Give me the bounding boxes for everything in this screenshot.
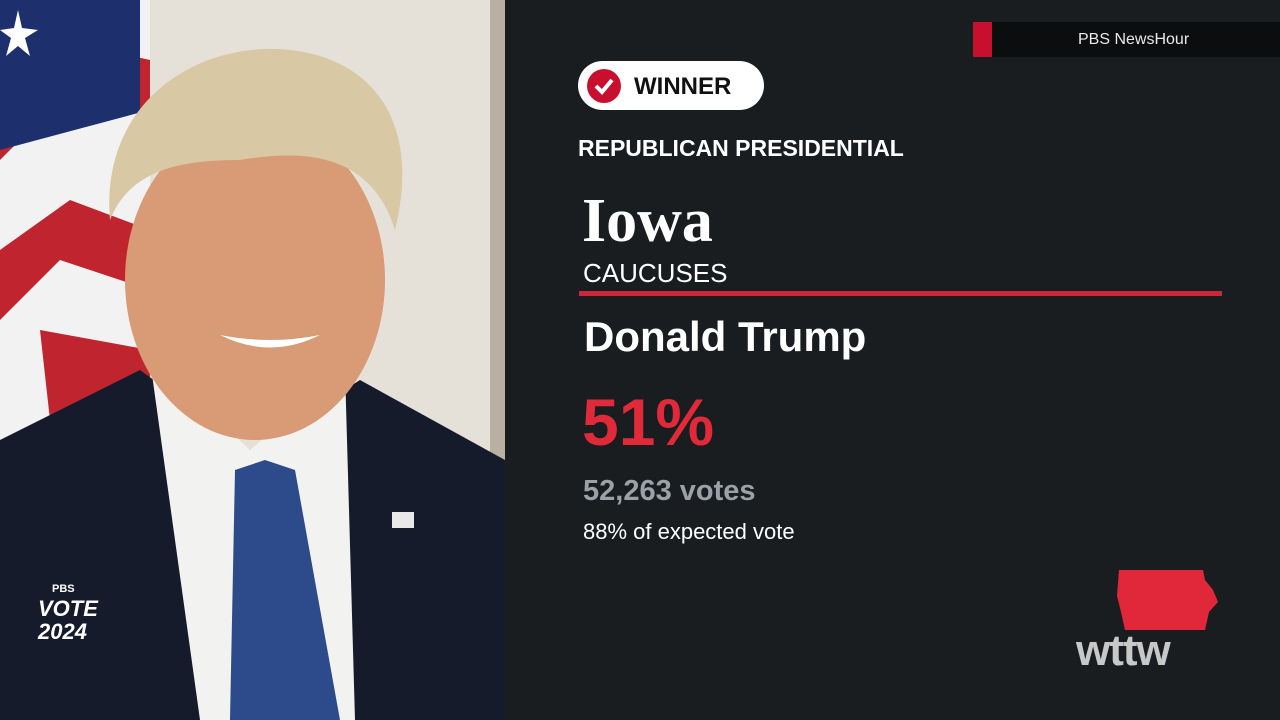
check-icon [587, 69, 621, 103]
station-logo: wttw [1076, 626, 1171, 675]
candidate-name: Donald Trump [584, 313, 867, 360]
winner-badge: WINNER [578, 61, 764, 110]
vote-percent: 51% [582, 385, 715, 459]
logo-pbs: PBS [52, 583, 75, 595]
candidate-photo [0, 0, 505, 720]
state-name: Iowa [582, 187, 713, 255]
divider [579, 291, 1222, 296]
badge-text: WINNER [634, 73, 732, 100]
network-name: PBS NewsHour [1078, 31, 1190, 48]
vote-count: 52,263 votes [583, 475, 756, 507]
logo-vote: VOTE [38, 596, 98, 621]
logo-year: 2024 [38, 619, 87, 644]
network-bar: PBS NewsHour [973, 22, 1280, 57]
iowa-map [1117, 570, 1218, 630]
expected-vote: 88% of expected vote [583, 519, 795, 544]
contest-type: CAUCUSES [583, 258, 728, 288]
race-title: REPUBLICAN PRESIDENTIAL [578, 135, 904, 161]
